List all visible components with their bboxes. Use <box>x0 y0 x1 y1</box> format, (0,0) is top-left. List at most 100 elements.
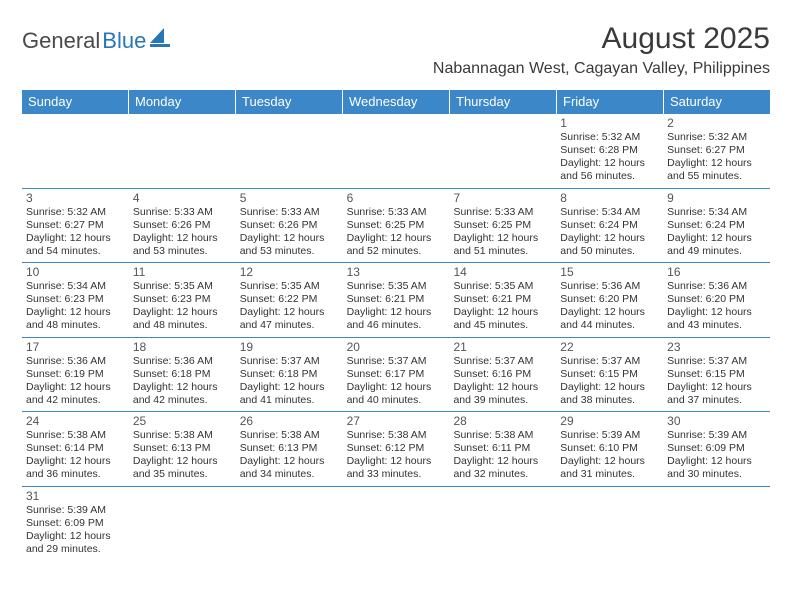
calendar-day: 6Sunrise: 5:33 AMSunset: 6:25 PMDaylight… <box>343 189 450 263</box>
day-header: Monday <box>129 90 236 114</box>
header-row: GeneralBlue August 2025 Nabannagan West,… <box>22 22 770 78</box>
sunrise-line: Sunrise: 5:35 AM <box>240 280 339 293</box>
day-number: 3 <box>26 191 125 205</box>
sunset-line: Sunset: 6:12 PM <box>347 442 446 455</box>
daylight-line: Daylight: 12 hours and 49 minutes. <box>667 232 766 258</box>
sunrise-line: Sunrise: 5:39 AM <box>667 429 766 442</box>
sunrise-line: Sunrise: 5:33 AM <box>453 206 552 219</box>
day-number: 7 <box>453 191 552 205</box>
daylight-line: Daylight: 12 hours and 42 minutes. <box>133 381 232 407</box>
sunset-line: Sunset: 6:25 PM <box>347 219 446 232</box>
sunset-line: Sunset: 6:25 PM <box>453 219 552 232</box>
daylight-line: Daylight: 12 hours and 31 minutes. <box>560 455 659 481</box>
sunrise-line: Sunrise: 5:37 AM <box>453 355 552 368</box>
calendar-day: 17Sunrise: 5:36 AMSunset: 6:19 PMDayligh… <box>22 338 129 412</box>
calendar-empty <box>236 487 343 561</box>
calendar-empty <box>663 487 770 561</box>
day-number: 1 <box>560 116 659 130</box>
calendar-day: 13Sunrise: 5:35 AMSunset: 6:21 PMDayligh… <box>343 263 450 337</box>
sunrise-line: Sunrise: 5:32 AM <box>667 131 766 144</box>
calendar: SundayMondayTuesdayWednesdayThursdayFrid… <box>22 90 770 560</box>
day-number: 21 <box>453 340 552 354</box>
sunset-line: Sunset: 6:13 PM <box>133 442 232 455</box>
day-number: 13 <box>347 265 446 279</box>
logo-text-a: General <box>22 28 100 54</box>
daylight-line: Daylight: 12 hours and 39 minutes. <box>453 381 552 407</box>
calendar-day: 30Sunrise: 5:39 AMSunset: 6:09 PMDayligh… <box>663 412 770 486</box>
sunset-line: Sunset: 6:27 PM <box>26 219 125 232</box>
day-header: Sunday <box>22 90 129 114</box>
day-number: 22 <box>560 340 659 354</box>
day-number: 5 <box>240 191 339 205</box>
calendar-day: 27Sunrise: 5:38 AMSunset: 6:12 PMDayligh… <box>343 412 450 486</box>
day-number: 27 <box>347 414 446 428</box>
sunset-line: Sunset: 6:19 PM <box>26 368 125 381</box>
day-number: 20 <box>347 340 446 354</box>
daylight-line: Daylight: 12 hours and 44 minutes. <box>560 306 659 332</box>
calendar-day: 11Sunrise: 5:35 AMSunset: 6:23 PMDayligh… <box>129 263 236 337</box>
calendar-day: 22Sunrise: 5:37 AMSunset: 6:15 PMDayligh… <box>556 338 663 412</box>
day-header: Friday <box>557 90 664 114</box>
sunset-line: Sunset: 6:21 PM <box>453 293 552 306</box>
calendar-day: 28Sunrise: 5:38 AMSunset: 6:11 PMDayligh… <box>449 412 556 486</box>
daylight-line: Daylight: 12 hours and 37 minutes. <box>667 381 766 407</box>
day-header: Wednesday <box>343 90 450 114</box>
sunset-line: Sunset: 6:11 PM <box>453 442 552 455</box>
sunset-line: Sunset: 6:09 PM <box>26 517 125 530</box>
calendar-day: 10Sunrise: 5:34 AMSunset: 6:23 PMDayligh… <box>22 263 129 337</box>
sunset-line: Sunset: 6:09 PM <box>667 442 766 455</box>
daylight-line: Daylight: 12 hours and 53 minutes. <box>133 232 232 258</box>
sunrise-line: Sunrise: 5:36 AM <box>133 355 232 368</box>
calendar-week: 1Sunrise: 5:32 AMSunset: 6:28 PMDaylight… <box>22 114 770 189</box>
sunrise-line: Sunrise: 5:32 AM <box>26 206 125 219</box>
sunrise-line: Sunrise: 5:37 AM <box>667 355 766 368</box>
daylight-line: Daylight: 12 hours and 48 minutes. <box>26 306 125 332</box>
sunrise-line: Sunrise: 5:35 AM <box>453 280 552 293</box>
sunset-line: Sunset: 6:20 PM <box>560 293 659 306</box>
sunset-line: Sunset: 6:13 PM <box>240 442 339 455</box>
day-number: 10 <box>26 265 125 279</box>
calendar-empty <box>556 487 663 561</box>
calendar-day: 1Sunrise: 5:32 AMSunset: 6:28 PMDaylight… <box>556 114 663 188</box>
calendar-day: 5Sunrise: 5:33 AMSunset: 6:26 PMDaylight… <box>236 189 343 263</box>
sunrise-line: Sunrise: 5:39 AM <box>560 429 659 442</box>
day-number: 28 <box>453 414 552 428</box>
calendar-empty <box>236 114 343 188</box>
daylight-line: Daylight: 12 hours and 47 minutes. <box>240 306 339 332</box>
day-number: 12 <box>240 265 339 279</box>
sunrise-line: Sunrise: 5:37 AM <box>560 355 659 368</box>
calendar-empty <box>449 114 556 188</box>
calendar-empty <box>129 487 236 561</box>
daylight-line: Daylight: 12 hours and 29 minutes. <box>26 530 125 556</box>
day-header: Thursday <box>450 90 557 114</box>
calendar-day: 14Sunrise: 5:35 AMSunset: 6:21 PMDayligh… <box>449 263 556 337</box>
calendar-empty <box>343 487 450 561</box>
calendar-body: 1Sunrise: 5:32 AMSunset: 6:28 PMDaylight… <box>22 114 770 560</box>
sunset-line: Sunset: 6:16 PM <box>453 368 552 381</box>
calendar-day: 21Sunrise: 5:37 AMSunset: 6:16 PMDayligh… <box>449 338 556 412</box>
sunset-line: Sunset: 6:17 PM <box>347 368 446 381</box>
calendar-empty <box>343 114 450 188</box>
day-number: 23 <box>667 340 766 354</box>
daylight-line: Daylight: 12 hours and 38 minutes. <box>560 381 659 407</box>
day-number: 6 <box>347 191 446 205</box>
daylight-line: Daylight: 12 hours and 46 minutes. <box>347 306 446 332</box>
month-title: August 2025 <box>433 22 770 56</box>
calendar-day: 24Sunrise: 5:38 AMSunset: 6:14 PMDayligh… <box>22 412 129 486</box>
day-number: 29 <box>560 414 659 428</box>
daylight-line: Daylight: 12 hours and 36 minutes. <box>26 455 125 481</box>
calendar-day: 16Sunrise: 5:36 AMSunset: 6:20 PMDayligh… <box>663 263 770 337</box>
sunrise-line: Sunrise: 5:34 AM <box>667 206 766 219</box>
sunrise-line: Sunrise: 5:38 AM <box>347 429 446 442</box>
sunset-line: Sunset: 6:14 PM <box>26 442 125 455</box>
calendar-week: 10Sunrise: 5:34 AMSunset: 6:23 PMDayligh… <box>22 263 770 338</box>
sunrise-line: Sunrise: 5:33 AM <box>240 206 339 219</box>
daylight-line: Daylight: 12 hours and 52 minutes. <box>347 232 446 258</box>
daylight-line: Daylight: 12 hours and 54 minutes. <box>26 232 125 258</box>
calendar-week: 24Sunrise: 5:38 AMSunset: 6:14 PMDayligh… <box>22 412 770 487</box>
daylight-line: Daylight: 12 hours and 56 minutes. <box>560 157 659 183</box>
sunrise-line: Sunrise: 5:38 AM <box>133 429 232 442</box>
day-number: 30 <box>667 414 766 428</box>
daylight-line: Daylight: 12 hours and 55 minutes. <box>667 157 766 183</box>
sunrise-line: Sunrise: 5:34 AM <box>560 206 659 219</box>
